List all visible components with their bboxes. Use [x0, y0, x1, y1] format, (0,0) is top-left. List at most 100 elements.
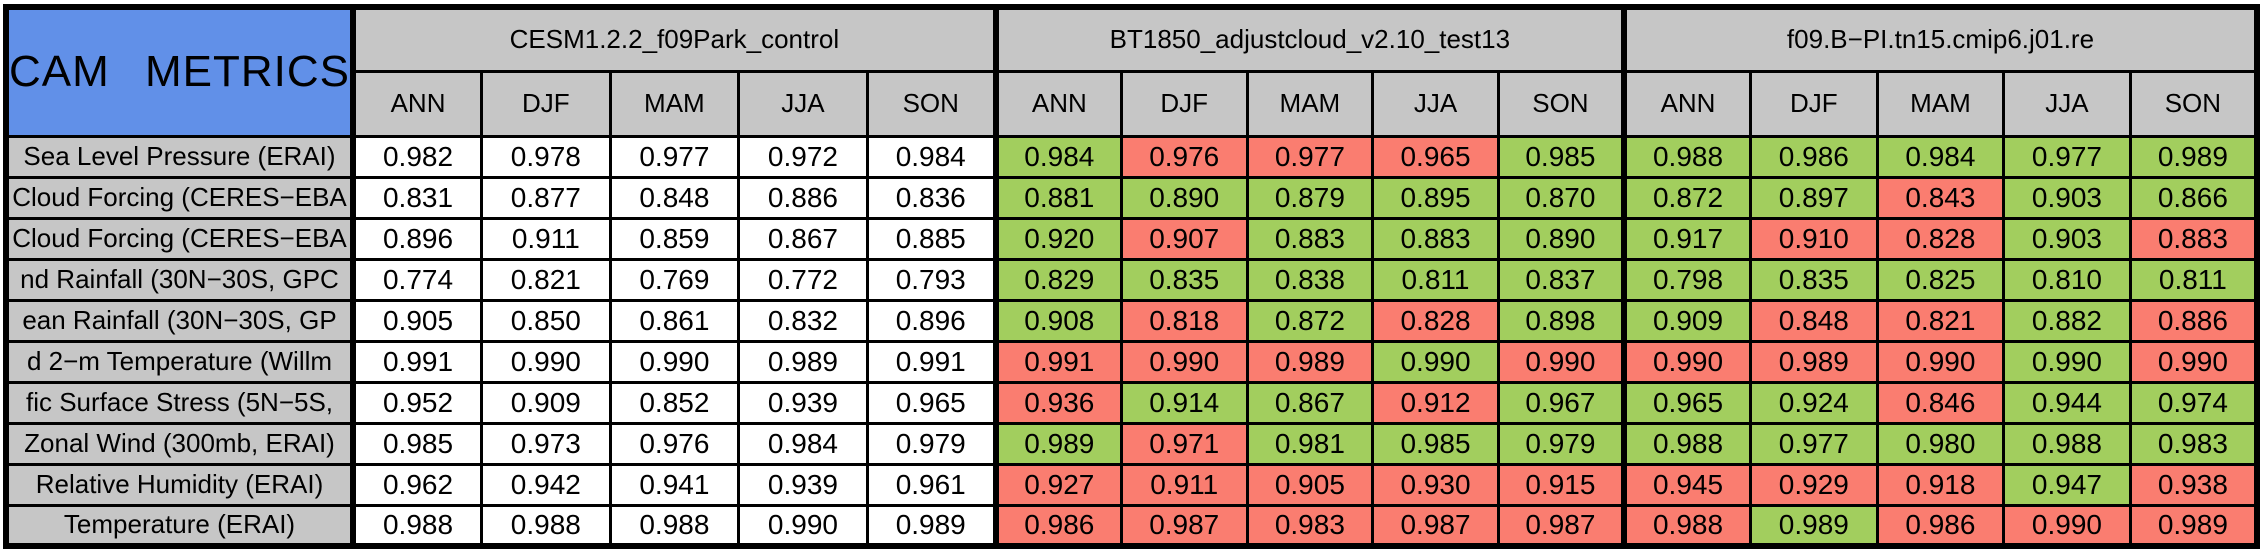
- metric-value-cell: 0.917: [1620, 216, 1753, 261]
- metric-value-cell: 0.907: [1119, 216, 1249, 261]
- metric-value-cell: 0.988: [1620, 134, 1753, 179]
- metric-value-cell: 0.918: [1875, 462, 2006, 507]
- metric-value-cell: 0.947: [2002, 462, 2132, 507]
- metric-value-cell: 0.924: [1749, 380, 1879, 425]
- metric-value-cell: 0.852: [608, 380, 741, 425]
- metric-value-cell: 0.985: [1496, 134, 1626, 179]
- table-row: nd Rainfall (30N−30S, GPC 0.774 0.821 0.769…: [4, 257, 2259, 302]
- metric-value-cell: 0.986: [1875, 503, 2006, 548]
- metric-value-cell: 0.988: [1620, 421, 1753, 466]
- metric-value-cell: 0.912: [1371, 380, 1500, 425]
- metric-value-cell: 0.987: [1496, 503, 1626, 548]
- row-label: Temperature (ERAI): [4, 503, 355, 548]
- metric-value-cell: 0.984: [865, 134, 998, 179]
- metric-value-cell: 0.848: [1749, 298, 1879, 343]
- metric-value-cell: 0.986: [992, 503, 1123, 548]
- metric-value-cell: 0.910: [1749, 216, 1879, 261]
- metric-value-cell: 0.989: [865, 503, 998, 548]
- metric-value-cell: 0.843: [1875, 175, 2006, 220]
- metric-value-cell: 0.903: [2002, 216, 2132, 261]
- metric-value-cell: 0.835: [1119, 257, 1249, 302]
- metric-value-cell: 0.886: [2128, 298, 2259, 343]
- metric-value-cell: 0.811: [1371, 257, 1500, 302]
- metric-value-cell: 0.914: [1119, 380, 1249, 425]
- metric-value-cell: 0.828: [1371, 298, 1500, 343]
- metric-value-cell: 0.965: [1620, 380, 1753, 425]
- metric-value-cell: 0.896: [865, 298, 998, 343]
- season-header: SON: [2128, 69, 2259, 138]
- table-row: Sea Level Pressure (ERAI) 0.982 0.978 0.977…: [4, 134, 2259, 179]
- metric-value-cell: 0.867: [1245, 380, 1375, 425]
- metric-value-cell: 0.872: [1245, 298, 1375, 343]
- season-header: DJF: [1749, 69, 1879, 138]
- metric-value-cell: 0.988: [2002, 421, 2132, 466]
- metric-value-cell: 0.908: [992, 298, 1123, 343]
- metric-value-cell: 0.984: [1875, 134, 2006, 179]
- row-label: Sea Level Pressure (ERAI): [4, 134, 355, 179]
- metric-value-cell: 0.909: [480, 380, 612, 425]
- metric-value-cell: 0.942: [480, 462, 612, 507]
- metric-value-cell: 0.990: [1875, 339, 2006, 384]
- metric-value-cell: 0.859: [608, 216, 741, 261]
- metric-value-cell: 0.984: [737, 421, 869, 466]
- metric-value-cell: 0.991: [992, 339, 1123, 384]
- metric-value-cell: 0.983: [1245, 503, 1375, 548]
- metric-value-cell: 0.977: [2002, 134, 2132, 179]
- metric-value-cell: 0.962: [350, 462, 484, 507]
- metric-value-cell: 0.990: [608, 339, 741, 384]
- metric-value-cell: 0.831: [350, 175, 484, 220]
- table-row: d 2−m Temperature (Willm 0.991 0.990 0.990 0…: [4, 339, 2259, 384]
- metric-value-cell: 0.939: [737, 462, 869, 507]
- metric-value-cell: 0.990: [737, 503, 869, 548]
- metric-value-cell: 0.989: [737, 339, 869, 384]
- season-header: JJA: [2002, 69, 2132, 138]
- season-header: MAM: [1245, 69, 1375, 138]
- metric-value-cell: 0.821: [480, 257, 612, 302]
- metric-value-cell: 0.979: [1496, 421, 1626, 466]
- metric-value-cell: 0.985: [350, 421, 484, 466]
- table-row: Temperature (ERAI) 0.988 0.988 0.988 0.990 0.…: [4, 503, 2259, 548]
- metric-value-cell: 0.883: [1245, 216, 1375, 261]
- season-header: DJF: [1119, 69, 1249, 138]
- row-label: Relative Humidity (ERAI): [4, 462, 355, 507]
- season-header: SON: [865, 69, 998, 138]
- metric-value-cell: 0.990: [1496, 339, 1626, 384]
- metric-value-cell: 0.911: [1119, 462, 1249, 507]
- metric-value-cell: 0.989: [1245, 339, 1375, 384]
- metric-value-cell: 0.952: [350, 380, 484, 425]
- metric-value-cell: 0.909: [1620, 298, 1753, 343]
- metric-value-cell: 0.989: [2128, 134, 2259, 179]
- metric-value-cell: 0.991: [350, 339, 484, 384]
- metric-value-cell: 0.967: [1496, 380, 1626, 425]
- metric-value-cell: 0.939: [737, 380, 869, 425]
- metric-value-cell: 0.976: [1119, 134, 1249, 179]
- metric-value-cell: 0.988: [480, 503, 612, 548]
- metric-value-cell: 0.974: [2128, 380, 2259, 425]
- metric-value-cell: 0.898: [1496, 298, 1626, 343]
- metric-value-cell: 0.861: [608, 298, 741, 343]
- row-label: d 2−m Temperature (Willm: [4, 339, 355, 384]
- metric-value-cell: 0.977: [1749, 421, 1879, 466]
- metric-value-cell: 0.872: [1620, 175, 1753, 220]
- metric-value-cell: 0.965: [1371, 134, 1500, 179]
- metric-value-cell: 0.837: [1496, 257, 1626, 302]
- metric-value-cell: 0.905: [1245, 462, 1375, 507]
- metric-value-cell: 0.915: [1496, 462, 1626, 507]
- metric-value-cell: 0.895: [1371, 175, 1500, 220]
- model-name-header: f09.B−PI.tn15.cmip6.j01.re: [1620, 5, 2259, 73]
- metric-value-cell: 0.944: [2002, 380, 2132, 425]
- metric-value-cell: 0.897: [1749, 175, 1879, 220]
- season-header: DJF: [480, 69, 612, 138]
- metric-value-cell: 0.977: [608, 134, 741, 179]
- row-label: nd Rainfall (30N−30S, GPC: [4, 257, 355, 302]
- metric-value-cell: 0.990: [2002, 503, 2132, 548]
- metric-value-cell: 0.825: [1875, 257, 2006, 302]
- metric-value-cell: 0.810: [2002, 257, 2132, 302]
- metric-value-cell: 0.769: [608, 257, 741, 302]
- metric-value-cell: 0.990: [1371, 339, 1500, 384]
- metric-value-cell: 0.991: [865, 339, 998, 384]
- metric-value-cell: 0.798: [1620, 257, 1753, 302]
- metric-value-cell: 0.979: [865, 421, 998, 466]
- row-label: ean Rainfall (30N−30S, GP: [4, 298, 355, 343]
- metric-value-cell: 0.989: [1749, 503, 1879, 548]
